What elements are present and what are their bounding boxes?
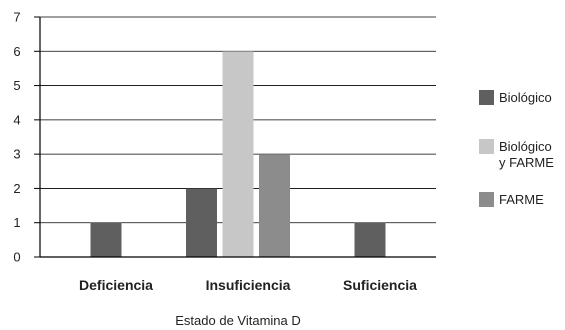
- legend-label-1-1: y FARME: [499, 155, 554, 170]
- bar-1-2: [259, 154, 290, 257]
- x-axis-title: Estado de Vitamina D: [175, 313, 301, 328]
- legend-swatch-2: [479, 192, 494, 207]
- legend-swatch-0: [479, 90, 494, 105]
- y-tick-label-6: 6: [13, 44, 20, 59]
- bar-2-0: [354, 222, 386, 257]
- y-tick-label-4: 4: [13, 112, 20, 127]
- bars: [90, 51, 386, 258]
- y-tick-label-3: 3: [13, 147, 20, 162]
- y-tick-label-7: 7: [13, 10, 20, 25]
- legend-label-2-0: FARME: [499, 192, 544, 207]
- bar-0-0: [90, 222, 122, 257]
- y-tick-label-0: 0: [13, 250, 20, 265]
- x-category-label-2: Suficiencia: [343, 277, 417, 293]
- legend-swatch-1: [479, 139, 494, 154]
- x-category-labels: Deficiencia Insuficiencia Suficiencia: [79, 277, 417, 293]
- y-tick-label-5: 5: [13, 78, 20, 93]
- x-category-label-1: Insuficiencia: [206, 277, 291, 293]
- legend-label-1-0: Biológico: [499, 139, 552, 154]
- x-category-label-0: Deficiencia: [79, 277, 153, 293]
- bar-1-1: [222, 51, 254, 258]
- y-tick-label-2: 2: [13, 181, 20, 196]
- y-tick-labels: 0 1 2 3 4 5 6 7: [13, 10, 40, 265]
- legend-label-0-0: Biológico: [499, 90, 552, 105]
- y-tick-label-1: 1: [13, 215, 20, 230]
- bar-1-0: [186, 188, 217, 257]
